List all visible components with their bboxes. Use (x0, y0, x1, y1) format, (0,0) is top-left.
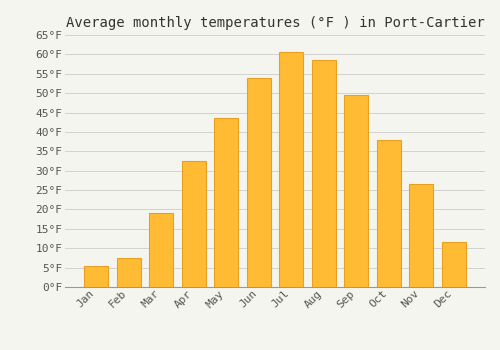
Bar (409, 184, 434, 287)
Bar (312, 60, 336, 287)
Bar (246, 78, 271, 287)
Bar (149, 214, 174, 287)
Bar (376, 140, 401, 287)
Bar (214, 118, 238, 287)
Bar (182, 161, 206, 287)
Bar (116, 258, 141, 287)
Bar (84, 266, 108, 287)
Bar (279, 52, 303, 287)
Title: Average monthly temperatures (°F ) in Port-Cartier: Average monthly temperatures (°F ) in Po… (66, 16, 484, 30)
Bar (442, 243, 466, 287)
Bar (344, 95, 368, 287)
